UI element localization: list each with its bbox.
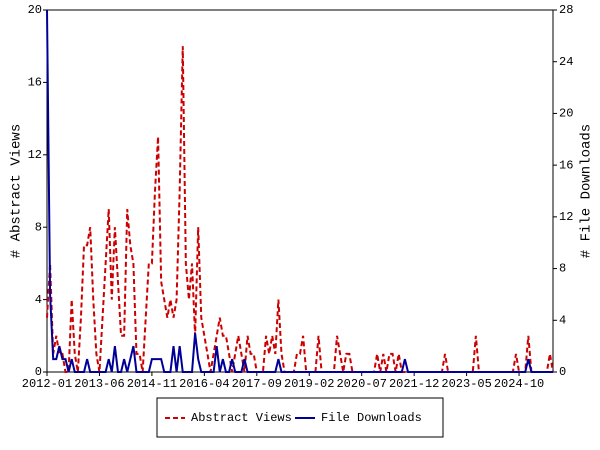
x-tick-label: 2014-11 xyxy=(127,377,177,391)
x-tick-label: 2020-07 xyxy=(336,377,386,391)
series-line xyxy=(46,46,554,373)
x-tick-label: 2021-12 xyxy=(389,377,439,391)
legend-label: Abstract Views xyxy=(191,411,292,425)
x-tick-label: 2023-05 xyxy=(441,377,491,391)
x-tick-label: 2019-02 xyxy=(284,377,334,391)
series-line xyxy=(46,9,553,373)
y2-axis-title: # File Downloads xyxy=(579,124,595,258)
y2-tick-label: 4 xyxy=(559,313,566,327)
y2-tick-label: 8 xyxy=(559,262,566,276)
y2-tick-label: 0 xyxy=(559,365,566,379)
x-tick-label: 2012-01 xyxy=(22,377,72,391)
y2-tick-label: 12 xyxy=(559,210,573,224)
y-tick-label: 20 xyxy=(28,3,42,17)
y2-tick-label: 16 xyxy=(559,158,573,172)
x-tick-label: 2016-04 xyxy=(179,377,229,391)
y-axis-title: # Abstract Views xyxy=(9,124,25,258)
x-tick-label: 2013-06 xyxy=(74,377,124,391)
y2-tick-label: 24 xyxy=(559,55,573,69)
plot-frame xyxy=(46,9,554,373)
y-tick-label: 4 xyxy=(35,293,42,307)
y2-tick-label: 28 xyxy=(559,3,573,17)
y-tick-label: 0 xyxy=(35,365,42,379)
y-tick-label: 8 xyxy=(35,220,42,234)
x-tick-label: 2024-10 xyxy=(494,377,544,391)
y2-tick-label: 20 xyxy=(559,107,573,121)
legend-label: File Downloads xyxy=(321,411,422,425)
x-tick-label: 2017-09 xyxy=(232,377,282,391)
y-tick-label: 16 xyxy=(28,76,42,90)
y-tick-label: 12 xyxy=(28,148,42,162)
